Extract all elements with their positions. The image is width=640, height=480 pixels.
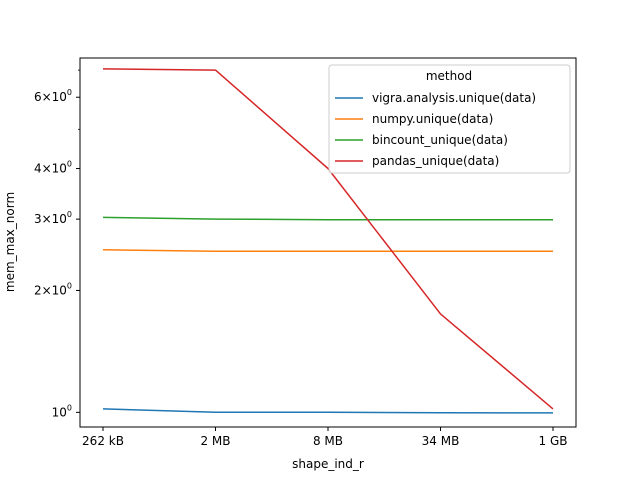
x-tick-label: 2 MB — [200, 434, 230, 448]
legend: method vigra.analysis.unique(data) numpy.… — [328, 64, 571, 174]
legend-label: numpy.unique(data) — [372, 112, 493, 126]
x-axis-label: shape_ind_r — [292, 457, 364, 471]
y-tick-label: 2×100 — [34, 281, 72, 297]
y-axis-label: mem_max_norm — [3, 192, 17, 292]
series-line — [102, 408, 554, 414]
axis-ticks: 262 kB 2 MB 8 MB 34 MB 1 GB 100 2×100 3×100 4×10… — [34, 69, 568, 448]
plot-frame — [79, 57, 577, 428]
y-tick-label: 3×100 — [34, 210, 72, 226]
x-tick-label: 34 MB — [422, 434, 460, 448]
series-line — [102, 249, 553, 252]
series-lines — [102, 68, 554, 414]
series-line — [102, 68, 554, 410]
y-tick-label: 4×100 — [34, 160, 72, 176]
legend-title: method — [426, 69, 472, 83]
legend-label: pandas_unique(data) — [372, 154, 499, 168]
legend-label: vigra.analysis.unique(data) — [372, 91, 536, 105]
y-tick-label: 6×100 — [34, 88, 72, 104]
y-tick-label: 100 — [52, 403, 72, 419]
x-tick-label: 262 kB — [82, 434, 124, 448]
legend-box — [328, 64, 571, 174]
legend-label: bincount_unique(data) — [372, 133, 508, 147]
x-tick-label: 8 MB — [313, 434, 343, 448]
x-tick-label: 1 GB — [539, 434, 568, 448]
series-line — [102, 216, 553, 221]
